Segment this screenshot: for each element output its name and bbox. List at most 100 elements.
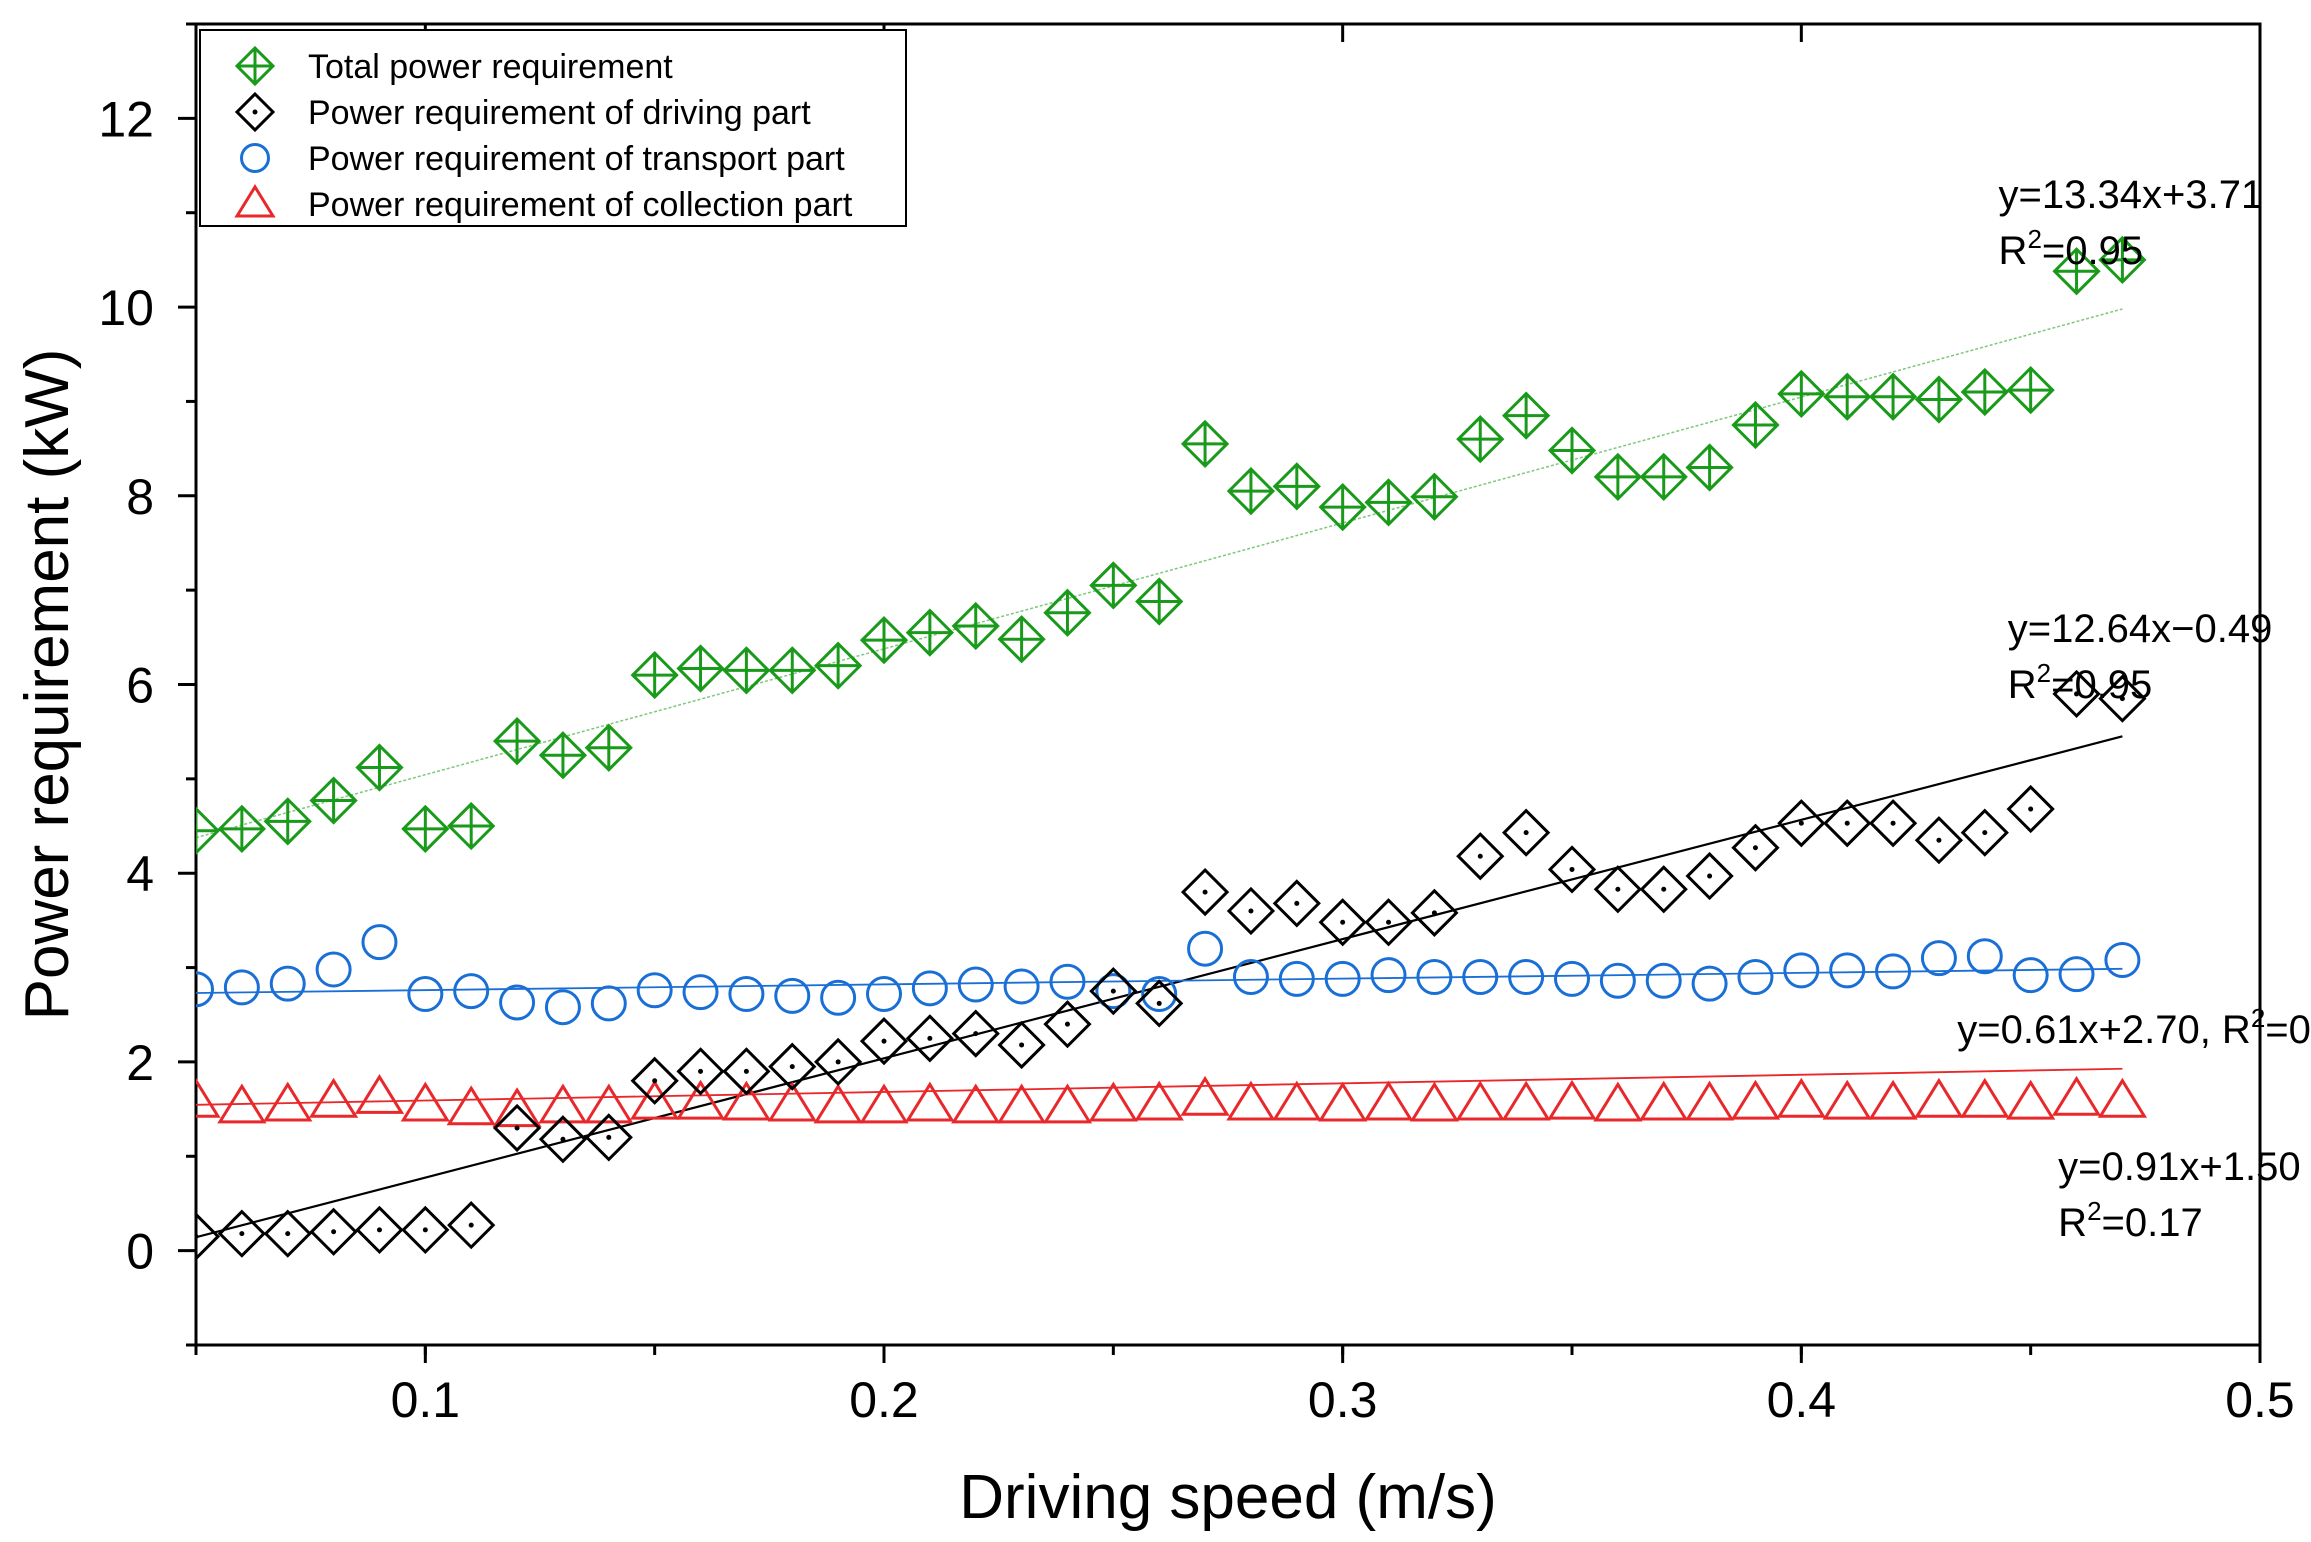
data-point-series-1 [1914, 816, 1964, 865]
marker-outline [1776, 1077, 1826, 1118]
data-point-series-1 [263, 1209, 312, 1258]
data-point-series-0 [1043, 588, 1092, 637]
legend: Total power requirement Power requirement… [199, 29, 907, 227]
data-point-series-3 [951, 1083, 1001, 1124]
data-point-series-2 [911, 970, 948, 1007]
data-point-series-0 [1226, 466, 1276, 516]
marker-outline [1455, 1080, 1505, 1121]
marker-dot [1248, 908, 1254, 914]
marker-outline [1685, 851, 1734, 901]
marker-dot [606, 1134, 612, 1140]
data-point-series-1 [196, 1212, 221, 1261]
marker-dot [698, 1068, 704, 1074]
fit-equation-1: y=12.64x−0.49 [2008, 607, 2273, 651]
data-point-series-2 [1829, 952, 1866, 989]
marker-outline [2052, 669, 2101, 719]
data-point-series-3 [1593, 1081, 1643, 1122]
data-point-series-2 [1599, 962, 1636, 999]
marker-outline [407, 975, 444, 1012]
data-point-series-1 [1960, 808, 2009, 857]
data-point-series-3 [2006, 1079, 2056, 1120]
marker-dot [468, 1222, 474, 1228]
data-point-series-2 [1095, 973, 1132, 1010]
fit-equation-0: y=13.34x+3.71 [1999, 173, 2264, 217]
marker-dot [331, 1229, 337, 1235]
marker-outline [1042, 1083, 1093, 1124]
data-point-series-2 [1370, 957, 1407, 994]
marker-outline [453, 973, 490, 1010]
marker-outline [1875, 953, 1912, 990]
marker-outline [1363, 1080, 1414, 1121]
marker-dot [196, 1233, 199, 1239]
marker-outline [1456, 832, 1505, 881]
marker-outline [1318, 898, 1367, 947]
fit-equation-1: R2=0.95 [2008, 658, 2153, 707]
marker-outline [1409, 1081, 1460, 1122]
marker-outline [590, 985, 627, 1022]
data-point-series-0 [355, 743, 404, 792]
fit-equation-3: R2=0.17 [2058, 1196, 2203, 1245]
data-point-series-2 [1462, 959, 1499, 996]
marker-outline [1547, 1079, 1597, 1120]
marker-outline [1364, 898, 1413, 947]
data-point-series-2 [1966, 938, 2003, 975]
marker-outline [447, 1201, 496, 1250]
data-point-series-0 [676, 644, 725, 693]
marker-outline [997, 1020, 1046, 1070]
marker-dot [1569, 866, 1575, 872]
data-point-series-2 [544, 989, 581, 1026]
data-point-series-0 [1456, 415, 1505, 464]
data-point-series-1 [1180, 867, 1230, 917]
marker-outline [401, 1205, 450, 1255]
data-point-series-1 [355, 1205, 404, 1255]
marker-outline [905, 1014, 954, 1063]
marker-outline [1088, 1081, 1138, 1122]
marker-outline [544, 989, 581, 1026]
data-point-series-3 [813, 1083, 863, 1124]
y-tick-label: 10 [98, 280, 154, 336]
marker-outline [1003, 968, 1040, 1005]
data-point-series-3 [2051, 1075, 2102, 1116]
data-point-series-3 [1180, 1075, 1230, 1116]
marker-dot [1752, 845, 1758, 851]
marker-outline [492, 1103, 542, 1153]
marker-outline [1502, 808, 1551, 857]
data-point-series-3 [2097, 1077, 2148, 1118]
data-point-series-3 [1088, 1081, 1138, 1122]
data-point-series-2 [1141, 975, 1178, 1012]
data-point-series-1 [1502, 808, 1551, 857]
y-tick-label: 0 [126, 1224, 154, 1280]
data-point-series-2 [774, 977, 811, 1014]
marker-outline [1043, 1000, 1092, 1049]
y-tick-label: 12 [98, 91, 154, 147]
marker-dot [1982, 830, 1988, 836]
marker-outline [1501, 1080, 1551, 1121]
data-point-series-2 [1324, 960, 1361, 997]
data-point-series-2 [682, 974, 719, 1011]
data-point-series-1 [1593, 865, 1642, 914]
data-point-series-0 [1960, 367, 2009, 417]
marker-dot [1202, 889, 1208, 895]
data-point-series-0 [2098, 235, 2147, 285]
data-point-series-1 [1043, 1000, 1092, 1049]
marker-outline [768, 1042, 817, 1091]
marker-dot [239, 1231, 245, 1237]
marker-dot [1661, 886, 1667, 892]
data-point-series-1 [1410, 888, 1459, 937]
marker-outline [361, 924, 398, 961]
marker-outline [630, 1056, 679, 1105]
data-point-series-3 [1822, 1079, 1872, 1120]
marker-dot [652, 1078, 658, 1084]
data-point-series-3 [354, 1074, 405, 1114]
data-point-series-0 [2052, 247, 2101, 296]
marker-outline [2104, 942, 2141, 979]
data-point-series-0 [1868, 372, 1918, 421]
data-point-series-2 [315, 951, 352, 988]
marker-outline [1639, 865, 1688, 914]
marker-outline [814, 1037, 863, 1087]
marker-outline [728, 975, 765, 1012]
data-point-series-3 [1363, 1080, 1414, 1121]
data-point-series-2 [1003, 968, 1040, 1005]
marker-outline [315, 951, 352, 988]
marker-dot [1890, 820, 1896, 826]
